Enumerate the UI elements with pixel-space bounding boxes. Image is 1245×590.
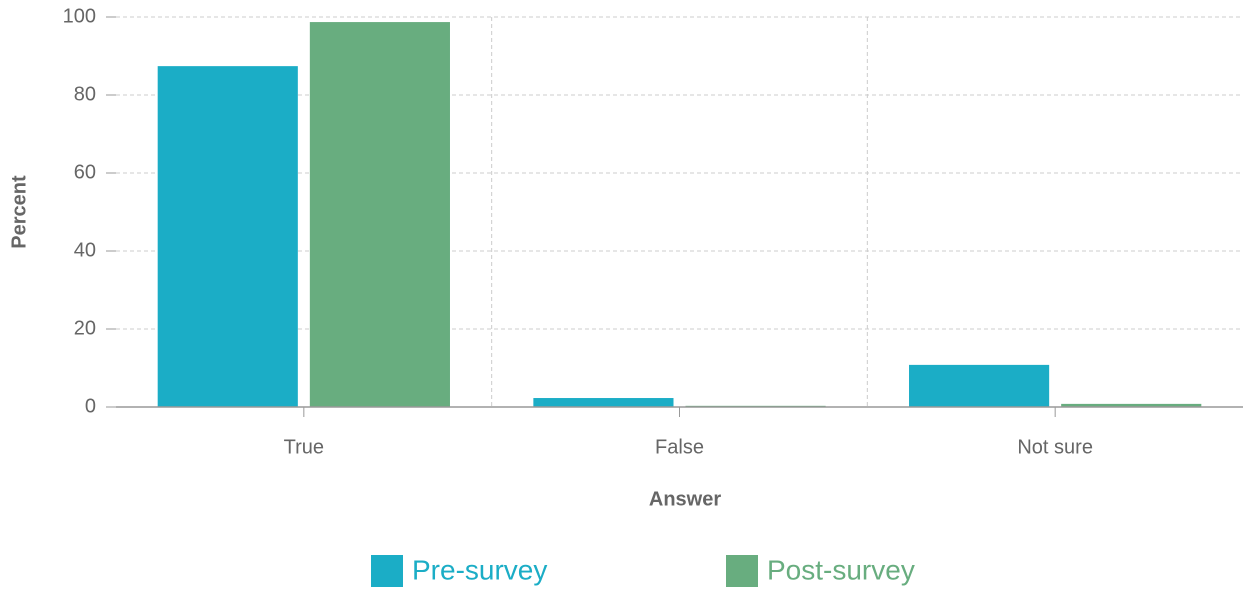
x-tick-label: False: [655, 436, 704, 458]
y-tick-label: 20: [74, 317, 96, 339]
legend-label: Post-survey: [767, 554, 915, 585]
y-tick-label: 60: [74, 161, 96, 183]
bar: [909, 364, 1050, 407]
y-axis-title: Percent: [8, 175, 30, 249]
y-tick-label: 100: [63, 5, 96, 27]
y-tick-label: 40: [74, 239, 96, 261]
bar: [533, 398, 674, 407]
legend-swatch: [726, 555, 758, 587]
bar: [157, 66, 298, 407]
y-tick-label: 80: [74, 83, 96, 105]
bar: [1061, 403, 1202, 407]
x-tick-label: True: [284, 436, 324, 458]
x-tick-label: Not sure: [1017, 436, 1093, 458]
legend-label: Pre-survey: [412, 554, 547, 585]
y-tick-label: 0: [85, 395, 96, 417]
x-axis-title: Answer: [649, 488, 721, 510]
legend-swatch: [371, 555, 403, 587]
bar: [309, 22, 450, 407]
